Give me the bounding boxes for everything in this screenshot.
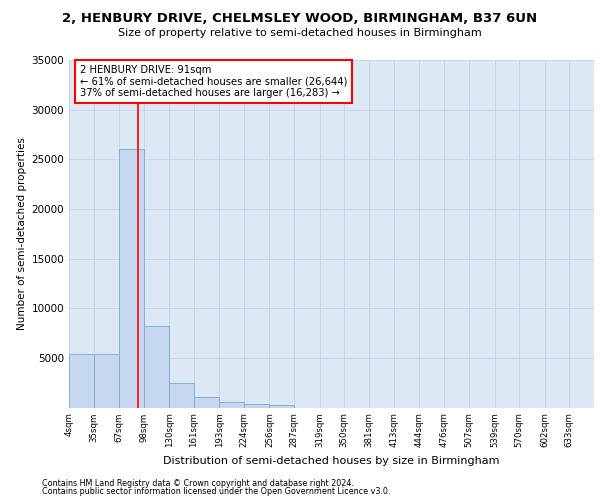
Bar: [220, 402, 244, 407]
Text: Contains HM Land Registry data © Crown copyright and database right 2024.: Contains HM Land Registry data © Crown c…: [42, 478, 354, 488]
Text: Contains public sector information licensed under the Open Government Licence v3: Contains public sector information licen…: [42, 487, 391, 496]
Bar: [194, 396, 220, 407]
Text: Size of property relative to semi-detached houses in Birmingham: Size of property relative to semi-detach…: [118, 28, 482, 38]
Bar: [94, 354, 119, 408]
Y-axis label: Number of semi-detached properties: Number of semi-detached properties: [17, 138, 27, 330]
Bar: [119, 150, 144, 408]
Bar: [244, 404, 269, 407]
Text: 2, HENBURY DRIVE, CHELMSLEY WOOD, BIRMINGHAM, B37 6UN: 2, HENBURY DRIVE, CHELMSLEY WOOD, BIRMIN…: [62, 12, 538, 26]
Bar: [269, 404, 294, 407]
Bar: [169, 382, 194, 407]
Text: 2 HENBURY DRIVE: 91sqm
← 61% of semi-detached houses are smaller (26,644)
37% of: 2 HENBURY DRIVE: 91sqm ← 61% of semi-det…: [79, 65, 347, 98]
Bar: [69, 354, 94, 408]
X-axis label: Distribution of semi-detached houses by size in Birmingham: Distribution of semi-detached houses by …: [163, 456, 500, 466]
Bar: [144, 326, 169, 407]
